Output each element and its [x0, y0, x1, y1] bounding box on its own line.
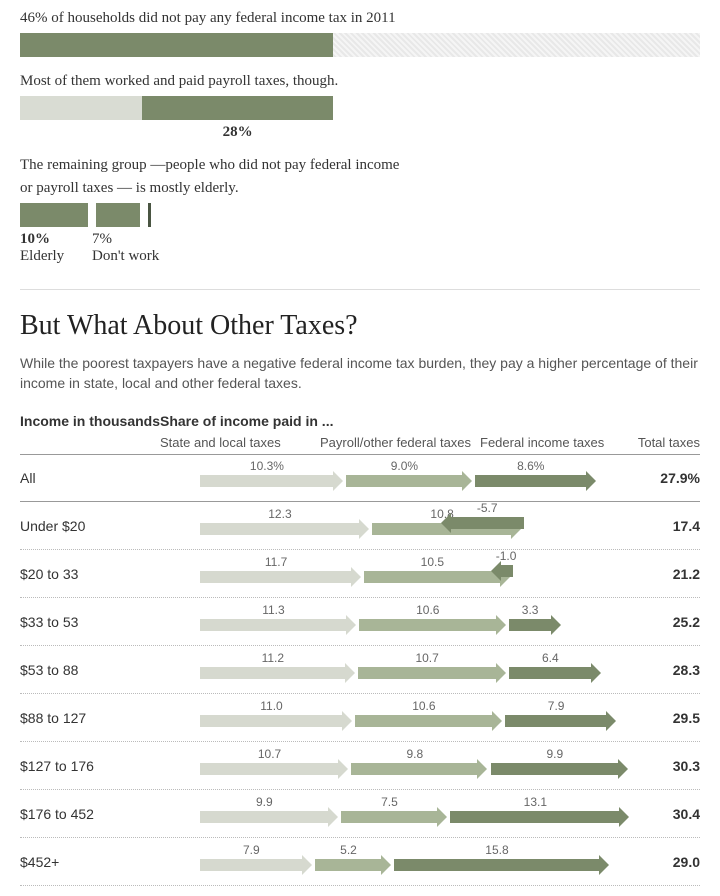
- arrow-federal: 13.1: [450, 811, 620, 823]
- row-total: 29.0: [630, 854, 700, 870]
- table-header: Income in thousands Share of income paid…: [20, 413, 700, 429]
- row-total: 21.2: [630, 566, 700, 582]
- row-label: $176 to 452: [20, 806, 160, 822]
- label-dontwork: 7% Don't work: [92, 231, 159, 265]
- labels-elderly: 10% Elderly 7% Don't work: [20, 231, 700, 265]
- hdr-federal: Federal income taxes: [480, 435, 630, 450]
- row-label: $33 to 53: [20, 614, 160, 630]
- table-row: $452+ 7.9 5.2 15.8 29.0: [20, 838, 700, 886]
- headline-remaining-a: The remaining group —people who did not …: [20, 157, 700, 174]
- bar-other-tick: [148, 203, 151, 227]
- row-arrows: 11.7 10.5-1.0: [160, 557, 630, 591]
- table-row: $127 to 176 10.7 9.8 9.9 30.3: [20, 742, 700, 790]
- hdr-income: Income in thousands: [20, 413, 160, 429]
- arrow-state: 10.3%: [200, 475, 334, 487]
- arrow-state: 11.3: [200, 619, 347, 631]
- table-body: All 10.3% 9.0% 8.6% 27.9% Under $2012.310.8-5…: [20, 454, 700, 886]
- arrow-state: 11.2: [200, 667, 346, 679]
- row-total: 29.5: [630, 710, 700, 726]
- row-label: All: [20, 470, 160, 486]
- arrow-payroll: 5.2: [315, 859, 383, 871]
- bar-46pct: [20, 33, 700, 57]
- arrow-federal: 9.9: [491, 763, 620, 775]
- table-row: $176 to 452 9.9 7.5 13.1 30.4: [20, 790, 700, 838]
- arrow-federal: -5.7: [450, 517, 524, 529]
- arrow-federal: 8.6%: [475, 475, 587, 487]
- row-label: Under $20: [20, 518, 160, 534]
- arrow-federal: -1.0: [500, 565, 513, 577]
- table-subheader: State and local taxes Payroll/other fede…: [20, 435, 700, 450]
- bar-elderly-seg: [20, 203, 88, 227]
- row-label: $88 to 127: [20, 710, 160, 726]
- label-elderly: 10% Elderly: [20, 231, 92, 265]
- row-total: 30.4: [630, 806, 700, 822]
- row-label: $452+: [20, 854, 160, 870]
- arrow-state: 9.9: [200, 811, 329, 823]
- headline-remaining-b: or payroll taxes — is mostly elderly.: [20, 180, 700, 197]
- section2-headline: But What About Other Taxes?: [20, 310, 700, 342]
- arrow-federal: 3.3: [509, 619, 552, 631]
- section2-sub: While the poorest taxpayers have a negat…: [20, 354, 700, 393]
- table-row: All 10.3% 9.0% 8.6% 27.9%: [20, 454, 700, 502]
- arrow-payroll: 10.5: [364, 571, 501, 583]
- arrow-payroll: 10.7: [358, 667, 497, 679]
- hdr-state: State and local taxes: [160, 435, 320, 450]
- arrow-payroll: 10.6: [355, 715, 493, 727]
- row-label: $20 to 33: [20, 566, 160, 582]
- arrow-payroll: 7.5: [341, 811, 439, 823]
- label-28pct: 28%: [223, 124, 700, 141]
- row-total: 17.4: [630, 518, 700, 534]
- headline-46pct: 46% of households did not pay any federa…: [20, 10, 700, 27]
- arrow-state: 11.0: [200, 715, 343, 727]
- bar-elderly: [20, 203, 700, 227]
- table-row: Under $2012.310.8-5.717.4: [20, 502, 700, 550]
- arrow-state: 7.9: [200, 859, 303, 871]
- row-arrows: 12.310.8-5.7: [160, 509, 630, 543]
- table-row: $88 to 127 11.0 10.6 7.9 29.5: [20, 694, 700, 742]
- bar-28pct-light: [20, 96, 142, 120]
- row-arrows: 7.9 5.2 15.8: [160, 845, 630, 879]
- hdr-share: Share of income paid in ...: [160, 413, 630, 429]
- headline-payroll: Most of them worked and paid payroll tax…: [20, 73, 700, 90]
- row-arrows: 10.3% 9.0% 8.6%: [160, 461, 630, 495]
- table-row: $20 to 33 11.7 10.5-1.0 21.2: [20, 550, 700, 598]
- arrow-payroll: 9.8: [351, 763, 478, 775]
- arrow-federal: 6.4: [509, 667, 592, 679]
- arrow-payroll: 9.0%: [346, 475, 463, 487]
- arrow-state: 10.7: [200, 763, 339, 775]
- row-arrows: 10.7 9.8 9.9: [160, 749, 630, 783]
- divider: [20, 289, 700, 290]
- arrow-federal: 15.8: [394, 859, 599, 871]
- hdr-payroll: Payroll/other federal taxes: [320, 435, 480, 450]
- row-label: $127 to 176: [20, 758, 160, 774]
- row-total: 25.2: [630, 614, 700, 630]
- row-arrows: 11.0 10.6 7.9: [160, 701, 630, 735]
- row-arrows: 9.9 7.5 13.1: [160, 797, 630, 831]
- bar-dontwork-seg: [96, 203, 140, 227]
- row-arrows: 11.3 10.6 3.3: [160, 605, 630, 639]
- row-total: 27.9%: [630, 470, 700, 486]
- arrow-payroll: 10.6: [359, 619, 497, 631]
- arrow-state: 12.3: [200, 523, 360, 535]
- section-no-tax: 46% of households did not pay any federa…: [20, 10, 700, 265]
- bar-28pct: [20, 96, 700, 120]
- bar-46pct-fill: [20, 33, 333, 57]
- row-arrows: 11.2 10.7 6.4: [160, 653, 630, 687]
- bar-28pct-olive: [142, 96, 332, 120]
- table-row: $53 to 88 11.2 10.7 6.4 28.3: [20, 646, 700, 694]
- arrow-state: 11.7: [200, 571, 352, 583]
- row-total: 30.3: [630, 758, 700, 774]
- hdr-total: Total taxes: [630, 435, 700, 450]
- table-row: $33 to 53 11.3 10.6 3.3 25.2: [20, 598, 700, 646]
- arrow-federal: 7.9: [505, 715, 608, 727]
- row-total: 28.3: [630, 662, 700, 678]
- row-label: $53 to 88: [20, 662, 160, 678]
